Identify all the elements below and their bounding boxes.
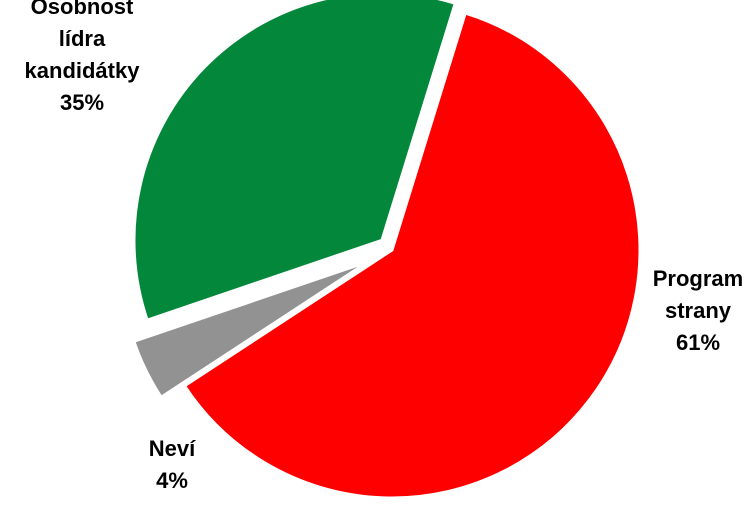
- slice-label-osobnost-lidra: Osobnost lídra kandidátky 35%: [25, 0, 141, 115]
- slice-name-label: lídra: [59, 26, 106, 51]
- slice-label-program-strany: Program strany 61%: [653, 266, 743, 355]
- pie-slice-nevi: [131, 259, 370, 400]
- slice-name-label: strany: [665, 298, 732, 323]
- slice-value-label: 61%: [676, 330, 720, 355]
- slice-value-label: 4%: [156, 468, 188, 493]
- slice-name-label: Neví: [149, 436, 196, 461]
- pie-slice-program-strany: [182, 11, 642, 500]
- slice-name-label: kandidátky: [25, 58, 141, 83]
- slice-label-nevi: Neví 4%: [149, 436, 196, 493]
- slice-value-label: 35%: [60, 90, 104, 115]
- slice-name-label: Program: [653, 266, 743, 291]
- slice-name-label: Osobnost: [31, 0, 134, 19]
- pie-slice-osobnost-lidra: [132, 0, 458, 323]
